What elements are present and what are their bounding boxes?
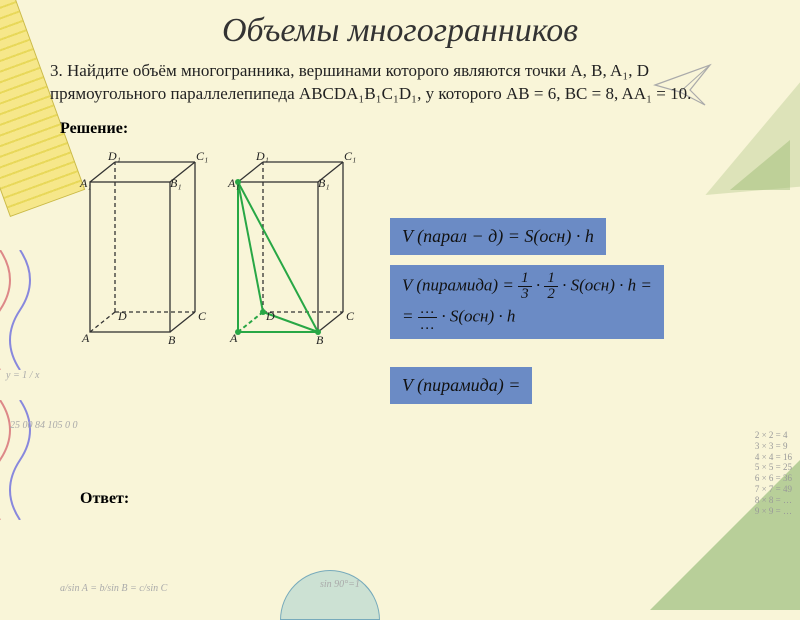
formula-pyramid-result: V (пирамида) = [390,367,532,404]
svg-text:B: B [168,333,176,347]
svg-text:D: D [265,309,275,323]
svg-text:C: C [346,309,355,323]
figure-parallelepiped: A₁ B₁ C₁ D₁ A B C D [70,142,210,362]
svg-text:A: A [229,331,238,345]
svg-text:C₁: C₁ [196,149,208,163]
svg-text:C: C [198,309,207,323]
svg-text:B₁: B₁ [318,176,330,190]
svg-text:A₁: A₁ [79,176,92,190]
deco-formula-abc: a/sin A = b/sin B = c/sin C [60,583,167,594]
problem-text: 3. Найдите объём многогранника, вершинам… [40,56,760,114]
sine-wave-decoration-2 [0,400,50,520]
svg-text:A: A [81,331,90,345]
deco-formula-sin90: sin 90°=1 [320,579,360,590]
svg-text:B: B [316,333,324,347]
svg-text:A₁: A₁ [227,176,240,190]
svg-text:D₁: D₁ [255,149,269,163]
svg-text:B₁: B₁ [170,176,182,190]
answer-label: Ответ: [80,490,129,508]
figure-pyramid: A₁ B₁ C₁ D₁ A B C D [218,142,358,362]
svg-text:C₁: C₁ [344,149,356,163]
figures-row: A₁ B₁ C₁ D₁ A B C D [70,142,760,362]
deco-calc: 25 00 84 105 0 0 [10,420,78,431]
deco-mult-table: 2 × 2 = 4 3 × 3 = 9 4 × 4 = 16 5 × 5 = 2… [755,430,792,516]
solution-label: Решение: [60,120,760,138]
page-title: Объемы многогранников [40,0,760,56]
svg-text:D₁: D₁ [107,149,121,163]
problem-body: Найдите объём многогранника, вершинами к… [50,61,691,103]
svg-text:D: D [117,309,127,323]
deco-formula-yinvx: y = 1 / x [6,370,39,381]
protractor-decoration [280,570,380,620]
problem-number: 3. [50,61,63,80]
